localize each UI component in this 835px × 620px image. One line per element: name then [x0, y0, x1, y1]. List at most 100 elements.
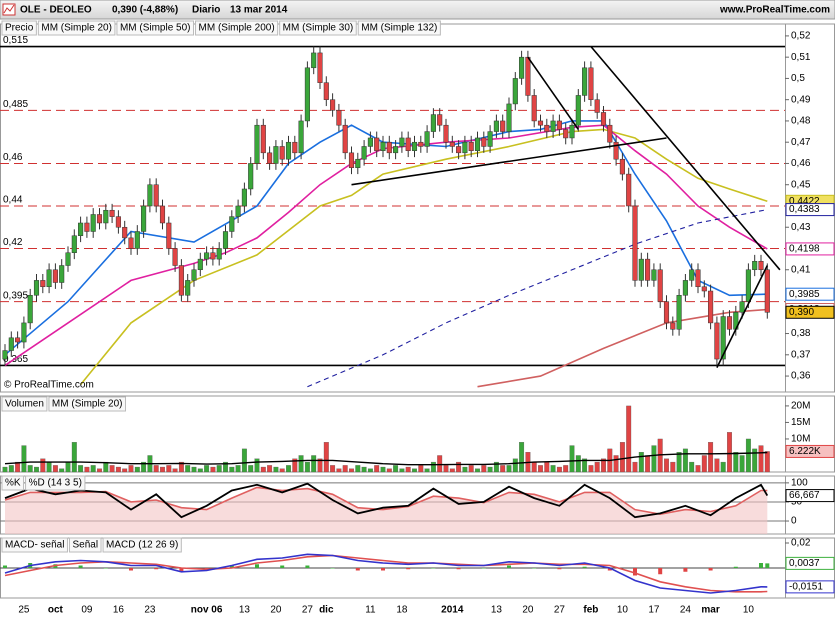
volume-bar — [160, 466, 165, 473]
candle-body — [40, 280, 46, 288]
volume-bar — [487, 466, 493, 473]
volume-bar — [34, 466, 39, 473]
volume-bar — [298, 455, 304, 473]
last-value-box — [785, 242, 835, 256]
histogram-bar — [683, 568, 688, 572]
volume-bar — [594, 461, 600, 473]
series-line — [307, 209, 768, 388]
volume-bar — [645, 455, 651, 473]
x-tick-label: 20 — [522, 605, 534, 616]
histogram-bar — [633, 568, 637, 576]
x-tick-label: 10 — [617, 605, 629, 616]
last-value-label: -0,0151 — [789, 582, 823, 593]
candle-body — [582, 67, 588, 96]
legend-box — [1, 537, 68, 553]
volume-bar — [336, 468, 342, 473]
x-tick-label: 13 — [491, 605, 503, 616]
candle-body — [336, 110, 342, 126]
candle-body — [178, 265, 184, 296]
candle-body — [128, 237, 134, 249]
volume-bar — [361, 466, 367, 473]
candle-body — [443, 124, 449, 143]
x-tick-label: dic — [319, 605, 334, 616]
candle-body — [235, 205, 241, 217]
candle-body — [222, 231, 229, 249]
volume-bar — [191, 466, 197, 473]
volume-bar — [588, 465, 594, 473]
x-tick-label: 23 — [144, 605, 156, 616]
candle-body — [185, 280, 191, 296]
legend-entry: Precio — [5, 23, 34, 34]
volume-bar — [708, 442, 714, 473]
level-label: 0,395 — [3, 290, 28, 301]
candle-body — [588, 67, 594, 100]
level-label: 0,485 — [3, 99, 28, 110]
candle-body — [380, 141, 386, 151]
volume-bar — [311, 455, 317, 473]
histogram-bar — [456, 568, 461, 570]
last-value-label: 0,4198 — [789, 244, 820, 255]
candle-body — [367, 137, 373, 147]
x-tick-label: 20 — [270, 605, 282, 616]
candle-body — [153, 184, 159, 207]
volume-bar — [613, 455, 619, 473]
histogram-bar — [532, 568, 537, 569]
candle-body — [241, 188, 247, 207]
histogram-bar — [381, 568, 385, 571]
candle-body — [96, 214, 103, 224]
histogram-bar — [3, 565, 7, 568]
candle-body — [311, 52, 317, 69]
candle-body — [84, 222, 90, 232]
legend-box — [1, 20, 37, 36]
volume-bar — [279, 468, 285, 473]
volume-bar — [292, 458, 298, 473]
candle-body — [267, 152, 273, 164]
y-tick-label: 100 — [791, 478, 808, 489]
candle-body — [657, 269, 663, 302]
histogram-bar — [305, 565, 310, 568]
series-line — [4, 451, 768, 466]
legend-entry: %D (14 3 5) — [29, 478, 82, 489]
candle-body — [701, 286, 707, 292]
volume-bar — [443, 465, 449, 473]
volume-bar — [65, 461, 71, 473]
candle-body — [65, 252, 71, 266]
series-line — [4, 553, 768, 594]
volume-bar — [752, 448, 758, 473]
legend-entry: %K — [5, 478, 21, 489]
x-tick-label: 2014 — [441, 605, 464, 616]
last-value-label: 0,390 — [789, 307, 814, 318]
volume-bar — [430, 461, 436, 473]
y-tick-label: 0,37 — [791, 349, 811, 360]
candle-body — [575, 95, 581, 126]
volume-bar — [21, 445, 27, 473]
candle-body — [449, 141, 455, 147]
last-value-label: 0,3985 — [789, 289, 820, 300]
histogram-bar — [733, 566, 738, 568]
quote: 0,390 (-4,88%) — [112, 5, 178, 16]
histogram-bar — [557, 568, 562, 570]
histogram-bar — [607, 568, 612, 571]
candle-body — [739, 301, 745, 313]
y-tick-label: 0,49 — [791, 94, 811, 105]
histogram-bar — [759, 563, 763, 568]
y-tick-label: 0,45 — [791, 179, 811, 190]
candle-body — [292, 141, 298, 154]
histogram-bar — [280, 565, 285, 568]
volume-bar — [248, 465, 254, 473]
legend-entry: MM (Simple 20) — [41, 23, 112, 34]
candle-body — [141, 205, 147, 232]
y-tick-label: 0,38 — [791, 328, 811, 339]
candle-body — [632, 205, 638, 281]
candle-body — [21, 322, 27, 343]
histogram-bar — [582, 566, 587, 568]
y-tick-label: 0,5 — [791, 73, 805, 84]
candle-body — [500, 120, 506, 132]
y-tick-label: 10M — [791, 434, 810, 445]
volume-bar — [223, 461, 228, 473]
histogram-bar — [255, 564, 259, 568]
volume-bar — [412, 468, 417, 473]
candle-body — [714, 322, 720, 360]
volume-bar — [682, 448, 688, 473]
volume-bar — [342, 465, 348, 473]
